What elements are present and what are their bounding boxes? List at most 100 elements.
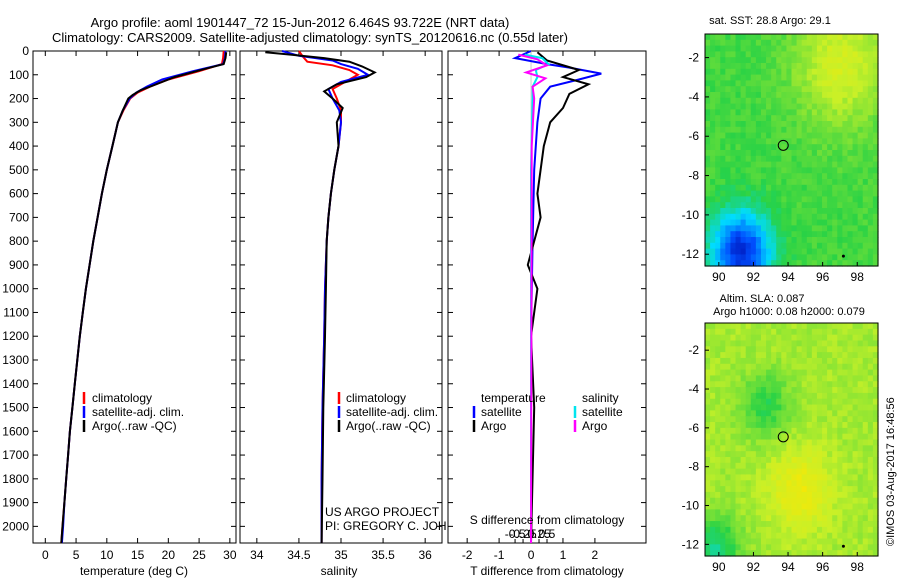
- map-cell: [735, 248, 742, 255]
- map-cell: [852, 509, 859, 516]
- map-cell: [745, 161, 752, 168]
- map-cell: [872, 410, 879, 417]
- map-cell: [725, 213, 732, 221]
- map-cell: [827, 433, 833, 441]
- map-cell: [791, 121, 798, 128]
- map-cell: [801, 173, 808, 180]
- map-cell: [715, 381, 721, 388]
- map-cell: [806, 103, 813, 110]
- map-cell: [710, 179, 716, 186]
- map-cell: [786, 57, 793, 64]
- map-cell: [801, 74, 808, 81]
- map-cell: [816, 480, 823, 487]
- map-cell: [781, 532, 788, 540]
- map-cell: [801, 219, 808, 226]
- map-cell: [872, 248, 879, 255]
- map-cell: [816, 103, 823, 110]
- map-cell: [730, 248, 737, 255]
- map-cell: [832, 115, 838, 122]
- map-y-tick-label: -6: [688, 129, 699, 143]
- map-cell: [872, 532, 879, 540]
- map-cell: [740, 150, 747, 157]
- map-cell: [842, 462, 849, 470]
- map-cell: [857, 497, 864, 505]
- map-cell: [720, 532, 726, 540]
- map-cell: [872, 86, 879, 93]
- map-cell: [735, 184, 742, 192]
- figure-title-line1: Argo profile: aoml 1901447_72 15-Jun-201…: [91, 15, 510, 30]
- map-cell: [832, 509, 838, 516]
- map-cell: [786, 486, 793, 493]
- map-cell: [822, 213, 828, 221]
- island-dot: [841, 254, 845, 258]
- map-cell: [811, 161, 818, 168]
- map-cell: [816, 486, 823, 493]
- map-cell: [862, 86, 869, 93]
- map-cell: [867, 398, 874, 406]
- map-cell: [786, 474, 793, 481]
- map-cell: [862, 445, 869, 452]
- map-cell: [755, 323, 762, 330]
- map-cell: [750, 427, 757, 435]
- map-cell: [781, 126, 788, 134]
- map-cell: [781, 521, 788, 528]
- map-cell: [750, 410, 757, 417]
- map-cell: [740, 328, 747, 336]
- map-cell: [827, 57, 833, 64]
- map-cell: [842, 398, 849, 406]
- map-cell: [776, 392, 782, 400]
- map-cell: [811, 521, 818, 528]
- map-cell: [705, 422, 711, 429]
- map-cell: [806, 544, 813, 551]
- map-cell: [750, 422, 757, 429]
- map-cell: [832, 155, 838, 163]
- map-cell: [725, 521, 732, 528]
- map-cell: [816, 138, 823, 145]
- map-cell: [832, 404, 838, 411]
- map-cell: [857, 219, 864, 226]
- map-cell: [791, 155, 798, 163]
- map-cell: [766, 161, 772, 168]
- map-cell: [827, 225, 833, 232]
- map-cell: [750, 526, 757, 534]
- map-cell: [745, 526, 752, 534]
- map-cell: [760, 410, 767, 417]
- map-cell: [720, 248, 726, 255]
- map-cell: [822, 451, 828, 458]
- map-cell: [867, 213, 874, 221]
- map-cell: [857, 346, 864, 353]
- map-cell: [837, 503, 843, 510]
- map-cell: [760, 63, 767, 70]
- map-cell: [755, 121, 762, 128]
- map-cell: [867, 97, 874, 105]
- map-cell: [781, 150, 788, 157]
- map-cell: [740, 398, 747, 406]
- map-cell: [725, 346, 732, 353]
- map-cell: [847, 57, 854, 64]
- map-cell: [837, 340, 843, 347]
- map-cell: [755, 219, 762, 226]
- map-cell: [837, 57, 843, 64]
- map-cell: [796, 392, 803, 400]
- map-cell: [832, 462, 838, 470]
- map-cell: [740, 254, 747, 261]
- map-cell: [791, 357, 798, 365]
- map-cell: [827, 51, 833, 58]
- map-cell: [766, 392, 772, 400]
- map-cell: [745, 115, 752, 122]
- map-cell: [791, 213, 798, 221]
- map-cell: [740, 462, 747, 470]
- map-cell: [781, 109, 788, 116]
- map-cell: [720, 404, 726, 411]
- legend-satellite-label: satellite-adj. clim.: [346, 405, 438, 419]
- map-cell: [735, 109, 742, 116]
- map-cell: [760, 97, 767, 105]
- map-cell: [715, 363, 721, 371]
- map-cell: [816, 74, 823, 81]
- map-cell: [796, 132, 803, 139]
- map-cell: [715, 213, 721, 221]
- map-cell: [710, 340, 716, 347]
- map-cell: [705, 340, 711, 347]
- map-cell: [842, 340, 849, 347]
- map-cell: [852, 225, 859, 232]
